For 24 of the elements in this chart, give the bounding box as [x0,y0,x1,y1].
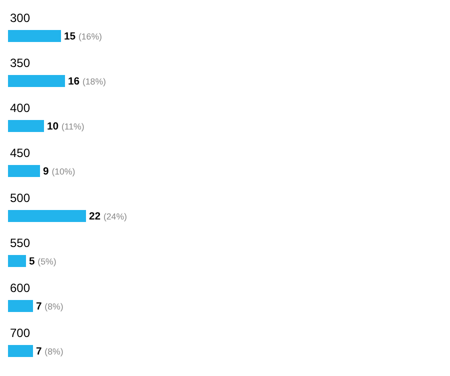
data-label: 15 (16%) [64,32,102,43]
data-label: 7 (8%) [36,346,64,358]
bar [8,255,26,267]
bar [8,210,86,222]
data-label: 9 (10%) [43,166,76,178]
y-tick-label: 400 [10,101,30,115]
data-label: 10 (11%) [47,122,84,133]
bar [8,75,65,87]
y-tick-label: 450 [10,146,30,160]
data-label: 22 (24%) [89,212,128,223]
y-tick-label: 300 [10,11,30,25]
y-tick-label: 700 [10,326,30,340]
y-tick-label: 500 [10,191,30,205]
data-label: 7 (8%) [36,302,64,313]
data-label: 16 (18%) [68,76,106,88]
bar [8,300,33,312]
bar [8,165,40,177]
y-tick-label: 350 [10,56,30,70]
bar [8,30,61,42]
y-tick-label: 600 [10,281,30,295]
y-tick-label: 550 [10,236,30,250]
bar [8,120,44,132]
data-label: 5 (5%) [29,256,56,268]
bar [8,345,33,357]
